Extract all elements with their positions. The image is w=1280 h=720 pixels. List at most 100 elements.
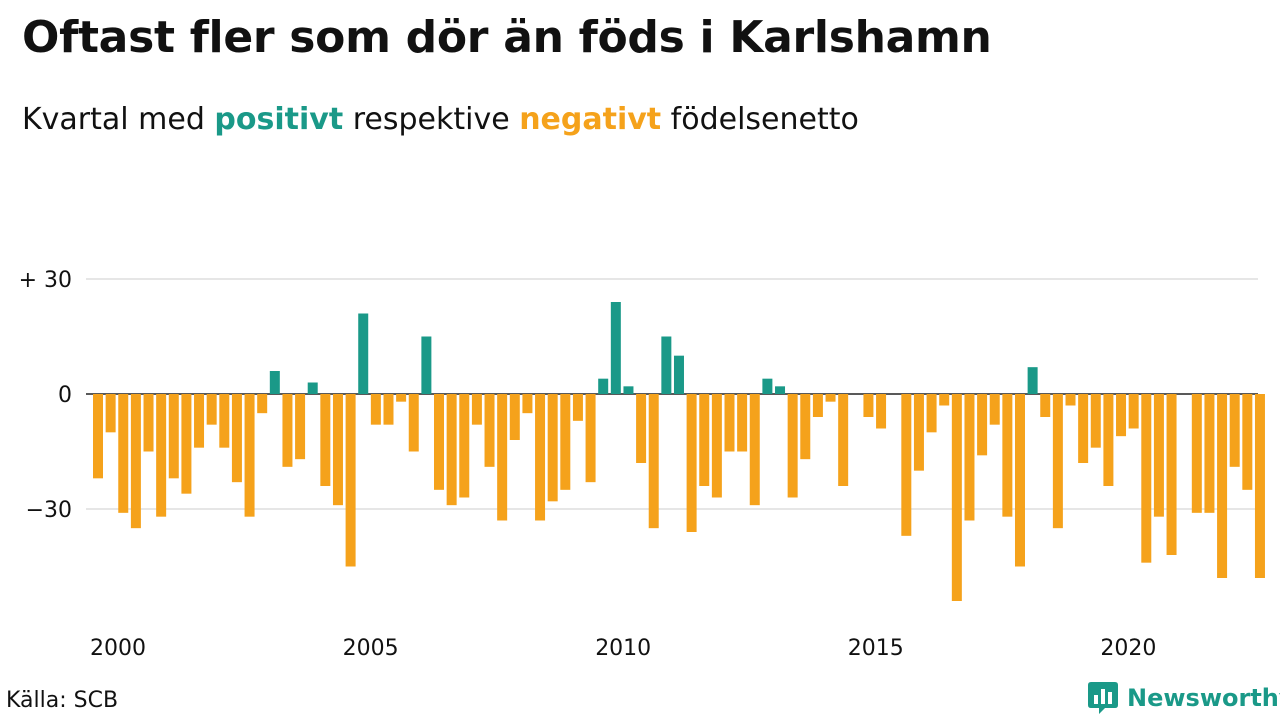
- bar: 2012 K2: -27: [711, 394, 722, 498]
- bar: 2022 K3: -19: [1229, 394, 1240, 467]
- bar: 2018 K4: -6: [1040, 394, 1051, 417]
- bar: 2003 K3: 6: [269, 371, 280, 394]
- bar: 2022 K2: -48: [1217, 394, 1228, 578]
- bar: 2007 K2: -27: [459, 394, 470, 498]
- bar-chart: 2000 K1: -222000 K2: -102000 K3: -312000…: [19, 268, 1265, 661]
- bar: 2015 K2: -6: [863, 394, 874, 417]
- bars: 2000 K1: -222000 K2: -102000 K3: -312000…: [93, 302, 1265, 601]
- bar: 2014 K2: -6: [812, 394, 823, 417]
- bar: 2013 K4: -27: [787, 394, 798, 498]
- x-tick-label: 2015: [848, 636, 904, 661]
- bar: 2015 K3: -9: [876, 394, 887, 429]
- bar: 2017 K1: -54: [951, 394, 962, 601]
- bar: 2003 K1: -32: [244, 394, 255, 517]
- bar: 2007 K1: -29: [446, 394, 457, 506]
- bar: 2008 K1: -33: [497, 394, 508, 521]
- bar: 2020 K4: -44: [1141, 394, 1152, 563]
- bar: 2011 K3: 10: [673, 355, 684, 394]
- bar: 2008 K3: -5: [522, 394, 533, 414]
- bar: 2007 K4: -19: [484, 394, 495, 467]
- bar: 2001 K3: -22: [168, 394, 179, 479]
- y-tick-label: 0: [58, 383, 72, 408]
- bar: 2002 K3: -14: [219, 394, 230, 448]
- bar: 2011 K4: -36: [686, 394, 697, 532]
- bar: 2008 K2: -12: [509, 394, 520, 440]
- bar: 2021 K1: -32: [1153, 394, 1164, 517]
- bar: 2002 K1: -14: [194, 394, 205, 448]
- bar: 2020 K3: -9: [1128, 394, 1139, 429]
- x-tick-label: 2010: [595, 636, 651, 661]
- bar: 2014 K1: -17: [800, 394, 811, 460]
- bar: 2002 K4: -23: [231, 394, 242, 483]
- bar: 2019 K3: -18: [1078, 394, 1089, 463]
- bar: 2009 K1: -28: [547, 394, 558, 502]
- bar: 2001 K2: -32: [156, 394, 167, 517]
- bar: 2023 K1: -48: [1254, 394, 1265, 578]
- bar: 2003 K2: -5: [257, 394, 268, 414]
- bar: 2014 K3: -2: [825, 394, 836, 402]
- bar: 2012 K3: -15: [724, 394, 735, 452]
- brand-name: Newsworthy: [1127, 684, 1280, 712]
- chart-title: Oftast fler som dör än föds i Karlshamn: [22, 12, 992, 63]
- bar: 2013 K2: 4: [762, 378, 773, 394]
- bar: 2017 K4: -8: [989, 394, 1000, 425]
- bar: 2012 K1: -24: [699, 394, 710, 486]
- bar: 2000 K4: -35: [130, 394, 141, 529]
- bar: 2021 K4: -31: [1191, 394, 1202, 513]
- bar: 2018 K3: 7: [1027, 367, 1038, 394]
- bar: 2001 K4: -26: [181, 394, 192, 494]
- bar: 2013 K1: -29: [749, 394, 760, 506]
- bar: 2022 K4: -25: [1242, 394, 1253, 490]
- bar: 2006 K3: 15: [421, 336, 432, 394]
- subtitle-positive-word: positivt: [214, 102, 344, 137]
- bar: 2005 K2: 21: [358, 313, 369, 394]
- bar: 2006 K4: -25: [434, 394, 445, 490]
- subtitle-prefix: Kvartal med: [22, 102, 215, 137]
- bar: 2002 K2: -8: [206, 394, 217, 425]
- source-note: Källa: SCB: [6, 688, 119, 713]
- subtitle-middle: respektive: [343, 102, 520, 137]
- bar: 2000 K2: -10: [105, 394, 116, 433]
- bar: 2004 K3: -24: [320, 394, 331, 486]
- bar: 2016 K4: -3: [939, 394, 950, 406]
- axes: + 30 0 −30 2000 2005 2010 2015 2020: [19, 268, 1157, 661]
- subtitle-suffix: födelsenetto: [661, 102, 859, 137]
- bar: 2010 K1: 4: [598, 378, 609, 394]
- bar: 2022 K1: -31: [1204, 394, 1215, 513]
- bar: 2001 K1: -15: [143, 394, 154, 452]
- newsworthy-logo-icon: [1088, 682, 1118, 714]
- bar: 2006 K2: -15: [408, 394, 419, 452]
- chart-subtitle: Kvartal med positivt respektive negativt…: [22, 102, 859, 137]
- bar: 2018 K1: -32: [1002, 394, 1013, 517]
- bar: 2014 K4: -24: [838, 394, 849, 486]
- bar: 2008 K4: -33: [535, 394, 546, 521]
- bar: 2016 K3: -10: [926, 394, 937, 433]
- bar: 2000 K1: -22: [93, 394, 103, 479]
- x-tick-label: 2000: [90, 636, 146, 661]
- bar: 2011 K1: -35: [648, 394, 659, 529]
- bar: 2019 K2: -3: [1065, 394, 1076, 406]
- bar: 2012 K4: -15: [737, 394, 748, 452]
- bar: 2004 K4: -29: [332, 394, 343, 506]
- bar: 2005 K3: -8: [370, 394, 381, 425]
- bar: 2004 K2: 3: [307, 382, 318, 394]
- bar: 2017 K3: -16: [977, 394, 988, 456]
- bar: 2018 K2: -45: [1014, 394, 1025, 567]
- bar: 2016 K2: -20: [913, 394, 924, 471]
- bar: 2005 K4: -8: [383, 394, 394, 425]
- bar: 2013 K3: 2: [775, 386, 786, 394]
- bar: 2017 K2: -33: [964, 394, 975, 521]
- bar: 2000 K3: -31: [118, 394, 129, 513]
- brand-logo[interactable]: Newsworthy: [1087, 681, 1280, 715]
- bar: 2004 K1: -17: [295, 394, 306, 460]
- bar: 2011 K2: 15: [661, 336, 672, 394]
- bar: 2019 K4: -14: [1090, 394, 1101, 448]
- x-tick-label: 2020: [1100, 636, 1156, 661]
- bar: 2020 K1: -24: [1103, 394, 1114, 486]
- bar: 2009 K4: -23: [585, 394, 596, 483]
- bar: 2020 K2: -11: [1116, 394, 1127, 437]
- x-tick-label: 2005: [343, 636, 399, 661]
- y-tick-label: + 30: [19, 268, 72, 293]
- bar: 2003 K4: -19: [282, 394, 293, 467]
- subtitle-negative-word: negativt: [519, 102, 662, 137]
